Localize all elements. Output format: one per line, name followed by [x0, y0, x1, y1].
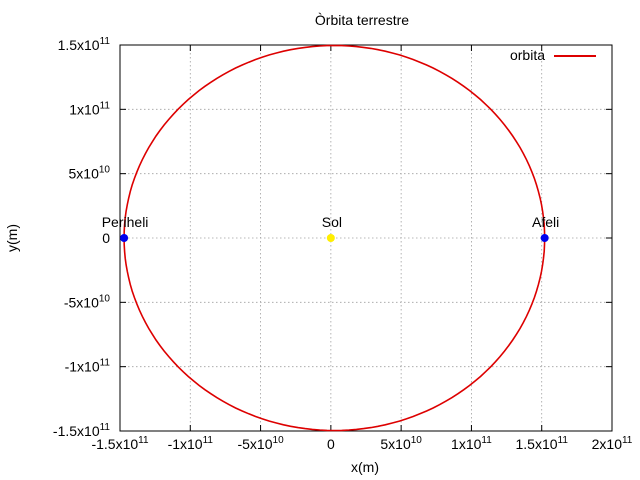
x-tick-label: 5x1010 [380, 435, 422, 452]
axes [119, 44, 613, 432]
point-periheli [120, 234, 129, 242]
point-label-afeli: Afeli [532, 214, 559, 230]
point-sol [326, 234, 335, 242]
points-layer: Sol Periheli Afeli [102, 214, 559, 242]
x-tick-label: -5x1010 [237, 435, 284, 452]
y-tick-label: -1x1011 [65, 358, 111, 375]
y-tick-label: 5x1010 [69, 165, 111, 182]
grid [120, 45, 612, 431]
y-tick-label: -5x1010 [64, 293, 111, 310]
y-tick-label: 1x1011 [69, 100, 110, 117]
x-tick-label: 1.5x1011 [515, 435, 568, 452]
legend-label-orbita: orbita [510, 47, 545, 63]
point-label-sol: Sol [322, 214, 342, 230]
x-tick-label: 1x1011 [451, 435, 492, 452]
legend: orbita [510, 47, 596, 63]
x-tick-label: -1.5x1011 [91, 435, 149, 452]
y-axis-label: y(m) [4, 224, 20, 252]
y-tick-label: 1.5x1011 [58, 36, 111, 53]
x-tick-label: 2x1011 [592, 435, 633, 452]
x-axis-label: x(m) [351, 459, 379, 475]
x-tick-label: -1x1011 [168, 435, 214, 452]
tick-labels: -1.5x1011 -1x1011 -5x1010 0 5x1010 1x1011 1.5x… [53, 36, 633, 452]
y-tick-label: 0 [102, 230, 110, 246]
y-tick-label: -1.5x1011 [53, 422, 111, 439]
chart-title: Òrbita terrestre [315, 12, 409, 28]
point-label-periheli: Periheli [102, 214, 149, 230]
x-tick-label: 0 [327, 436, 335, 452]
plot-border [119, 44, 613, 432]
point-afeli [540, 234, 549, 242]
